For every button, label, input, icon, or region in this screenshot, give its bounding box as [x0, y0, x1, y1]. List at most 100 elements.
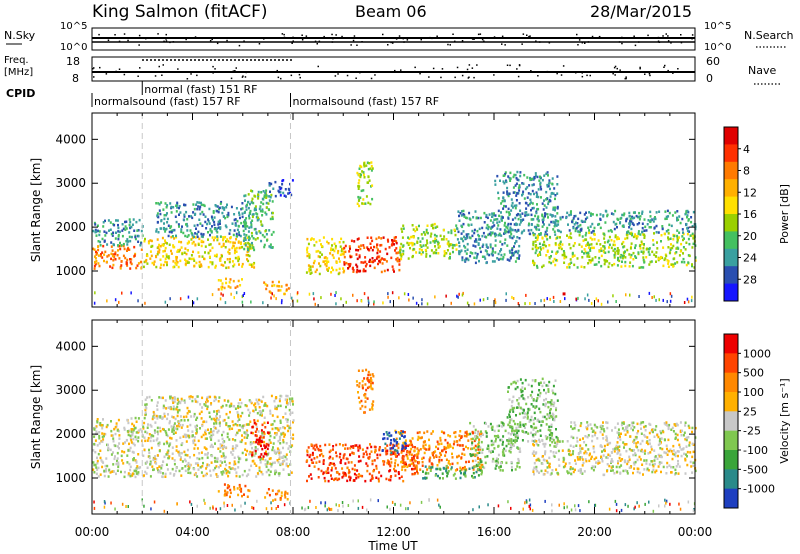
data-cell	[599, 218, 602, 221]
data-cell	[114, 298, 117, 302]
status-dot	[230, 77, 233, 80]
data-cell	[421, 237, 424, 240]
data-cell	[368, 301, 370, 305]
data-cell	[536, 203, 538, 206]
data-cell	[193, 207, 196, 211]
data-cell	[636, 235, 639, 238]
data-cell	[519, 215, 522, 218]
data-cell	[270, 182, 273, 186]
data-cell	[532, 233, 535, 237]
data-cell	[264, 191, 267, 195]
data-cell	[525, 213, 528, 217]
data-cell	[306, 248, 308, 251]
data-cell	[171, 235, 174, 238]
data-cell	[382, 301, 384, 305]
data-cell	[174, 469, 177, 473]
data-cell	[492, 213, 495, 217]
data-cell	[215, 422, 218, 425]
data-cell	[381, 257, 384, 260]
data-cell	[208, 222, 211, 225]
data-cell	[257, 438, 260, 442]
data-cell	[110, 434, 113, 437]
data-cell	[170, 231, 173, 234]
data-cell	[489, 422, 492, 426]
data-cell	[554, 194, 557, 197]
data-cell	[231, 453, 234, 456]
data-cell	[278, 190, 281, 194]
data-cell	[216, 209, 219, 213]
data-cell	[209, 395, 212, 399]
data-cell	[454, 233, 457, 237]
data-cell	[339, 245, 342, 248]
data-cell	[251, 213, 254, 216]
data-cell	[636, 223, 639, 226]
data-cell	[97, 475, 100, 478]
data-cell	[208, 464, 211, 467]
status-dot	[398, 35, 401, 37]
data-cell	[225, 492, 228, 495]
data-cell	[541, 265, 544, 269]
data-cell	[248, 414, 251, 417]
data-cell	[180, 456, 182, 459]
data-cell	[587, 252, 590, 256]
data-cell	[98, 233, 101, 237]
data-cell	[229, 488, 232, 492]
data-cell	[279, 451, 282, 454]
data-cell	[306, 450, 309, 454]
data-cell	[275, 297, 277, 301]
data-cell	[94, 439, 97, 442]
data-cell	[402, 249, 405, 253]
data-cell	[510, 461, 513, 464]
data-cell	[667, 232, 670, 235]
data-cell	[439, 468, 442, 471]
data-cell	[194, 443, 197, 447]
data-cell	[167, 456, 170, 460]
data-cell	[144, 403, 147, 406]
data-cell	[109, 265, 112, 268]
data-cell	[654, 217, 657, 221]
data-cell	[273, 419, 276, 423]
data-cell	[537, 246, 540, 250]
data-cell	[363, 165, 366, 168]
data-cell	[187, 261, 190, 264]
data-cell	[556, 183, 559, 186]
data-cell	[407, 293, 410, 296]
data-cell	[372, 260, 375, 263]
data-cell	[93, 221, 96, 225]
data-cell	[500, 248, 503, 251]
data-cell	[177, 223, 180, 226]
data-cell	[682, 231, 684, 234]
data-cell	[359, 164, 362, 168]
data-cell	[464, 431, 467, 434]
data-cell	[349, 478, 352, 482]
data-cell	[318, 460, 321, 463]
data-cell	[184, 234, 187, 238]
data-cell	[129, 239, 132, 243]
data-cell	[532, 261, 535, 264]
data-cell	[377, 477, 380, 481]
data-cell	[364, 269, 367, 273]
data-cell	[264, 463, 267, 466]
data-cell	[342, 456, 345, 460]
data-cell	[281, 299, 283, 303]
data-cell	[509, 433, 512, 436]
data-cell	[330, 477, 333, 480]
data-cell	[227, 474, 230, 478]
data-cell	[255, 398, 258, 401]
data-cell	[249, 420, 252, 423]
data-cell	[328, 450, 331, 454]
colorbar-segment	[724, 127, 738, 145]
data-cell	[279, 498, 282, 501]
data-cell	[662, 298, 664, 302]
data-cell	[310, 458, 313, 462]
data-cell	[462, 239, 465, 243]
data-cell	[322, 236, 325, 239]
data-cell	[176, 411, 179, 414]
data-cell	[481, 463, 484, 467]
data-cell	[99, 456, 102, 460]
data-cell	[153, 429, 156, 432]
data-cell	[571, 255, 574, 258]
data-cell	[122, 442, 125, 445]
nave-label: Nave	[748, 64, 776, 77]
data-cell	[567, 236, 570, 239]
